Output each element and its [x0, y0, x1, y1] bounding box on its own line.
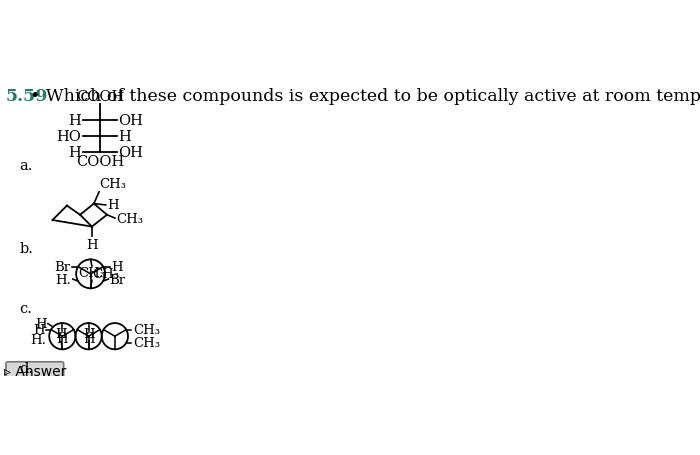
Text: H: H [69, 146, 81, 160]
Text: H: H [55, 328, 67, 340]
Text: b.: b. [20, 242, 34, 255]
Text: HO: HO [57, 130, 81, 144]
Text: d.: d. [20, 361, 34, 375]
Text: ▹ Answer: ▹ Answer [4, 364, 66, 378]
Text: H: H [83, 328, 94, 340]
Text: H: H [69, 113, 81, 127]
Text: OH: OH [118, 146, 143, 160]
Text: COOH: COOH [76, 154, 124, 168]
Text: c.: c. [20, 302, 33, 316]
Text: H: H [118, 130, 131, 144]
Text: H.: H. [31, 333, 47, 346]
Text: H: H [86, 238, 98, 251]
Text: CH₃: CH₃ [78, 267, 106, 279]
Text: a.: a. [20, 158, 33, 172]
Text: COOH: COOH [76, 90, 124, 104]
Text: Br: Br [54, 261, 70, 273]
Text: 5.59: 5.59 [6, 88, 48, 105]
Text: OH: OH [118, 113, 143, 127]
Text: H.: H. [55, 273, 71, 286]
Text: H: H [57, 333, 68, 345]
Text: H: H [33, 324, 44, 336]
Text: H: H [111, 261, 122, 273]
Text: CH₃: CH₃ [116, 212, 144, 225]
Text: CH₃: CH₃ [92, 268, 119, 281]
Text: CH₃: CH₃ [99, 178, 126, 191]
Text: H: H [35, 318, 46, 330]
Text: CH₃: CH₃ [133, 324, 160, 336]
Text: H: H [83, 333, 94, 345]
FancyBboxPatch shape [6, 362, 64, 380]
Text: CH₃: CH₃ [133, 337, 160, 349]
Text: H: H [107, 199, 118, 212]
Text: Br: Br [110, 273, 126, 286]
Text: • Which of these compounds is expected to be optically active at room temperatur: • Which of these compounds is expected t… [30, 88, 700, 105]
